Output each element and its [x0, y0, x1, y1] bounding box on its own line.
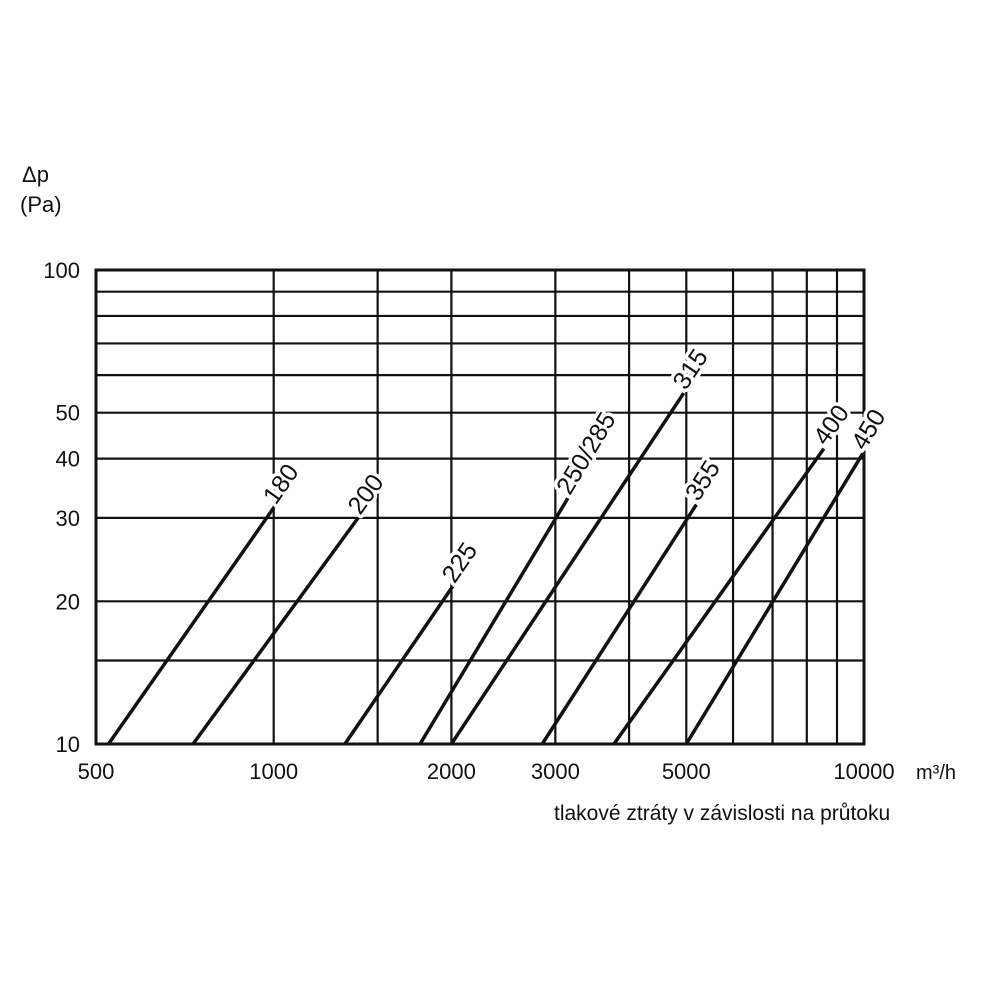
x-tick-label-1000: 1000 [249, 759, 298, 784]
x-tick-label-5000: 5000 [662, 759, 711, 784]
x-tick-label-3000: 3000 [531, 759, 580, 784]
x-tick-label-500: 500 [78, 759, 115, 784]
series-line-315 [449, 392, 686, 745]
series-line-200 [191, 516, 360, 746]
series-label-225: 225 [437, 538, 484, 588]
plot-border [94, 268, 866, 746]
series-line-250-285 [418, 497, 570, 745]
y-tick-label-10: 10 [56, 732, 80, 757]
series-line-355 [540, 503, 698, 745]
series-label-250-285: 250/285 [551, 407, 622, 499]
series-label-315: 315 [667, 344, 713, 394]
y-axis-label-line2: (Pa) [20, 192, 62, 217]
series-line-400 [612, 447, 826, 746]
plot-frame [94, 268, 866, 746]
x-tick-labels: 500 1000 2000 3000 5000 10000 [78, 759, 895, 784]
series-label-200: 200 [342, 469, 389, 519]
y-tick-labels: 10 20 30 40 50 100 [43, 258, 80, 757]
y-axis-label-line1: Δp [22, 162, 49, 187]
y-tick-label-20: 20 [56, 589, 80, 614]
x-tick-label-2000: 2000 [427, 759, 476, 784]
series-lines [107, 392, 865, 746]
y-tick-label-30: 30 [56, 506, 80, 531]
x-axis-unit-label: m³/h [916, 762, 956, 784]
series-label-180: 180 [258, 459, 305, 509]
grid [94, 268, 866, 746]
chart-caption: tlakové ztráty v závislosti na průtoku [554, 802, 891, 825]
series-line-180 [107, 506, 276, 746]
y-tick-label-50: 50 [56, 401, 80, 426]
series-line-225 [343, 585, 455, 745]
series-line-450 [684, 452, 865, 745]
y-tick-label-100: 100 [43, 258, 80, 283]
y-tick-label-40: 40 [56, 447, 80, 472]
x-tick-label-10000: 10000 [833, 759, 894, 784]
series-label-400: 400 [808, 400, 855, 450]
